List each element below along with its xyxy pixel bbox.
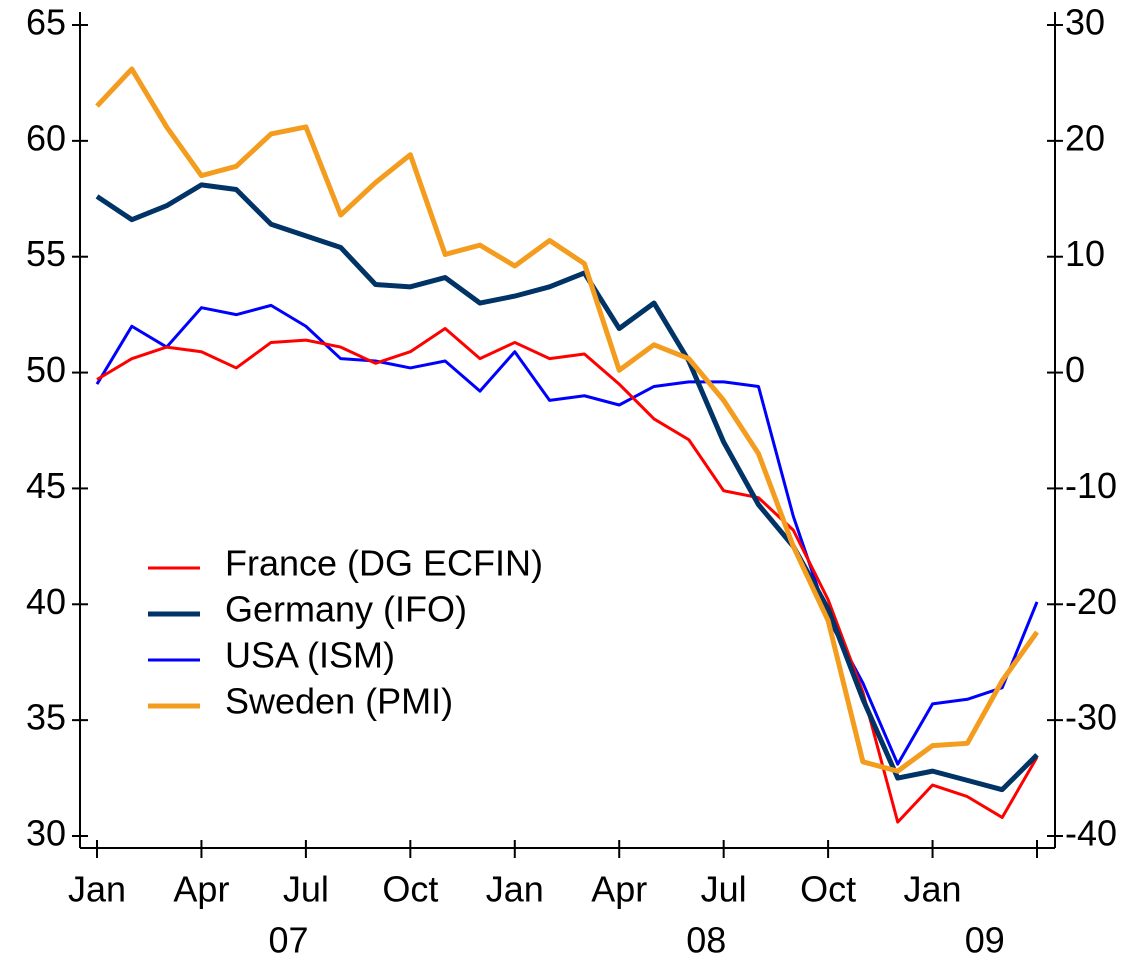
legend-label: Germany (IFO) <box>225 589 467 630</box>
x-tick-label: Oct <box>382 869 438 910</box>
y2-tick-label: -30 <box>1065 697 1117 738</box>
y2-tick-label: -10 <box>1065 465 1117 506</box>
y-tick-label: 60 <box>26 117 66 158</box>
legend-label: Sweden (PMI) <box>225 681 453 722</box>
y-tick-label: 40 <box>26 581 66 622</box>
year-label: 09 <box>965 920 1005 961</box>
x-tick-label: Jul <box>283 869 329 910</box>
y-tick-label: 45 <box>26 465 66 506</box>
series-line <box>95 182 1039 793</box>
legend-label: USA (ISM) <box>225 635 395 676</box>
y2-tick-label: -40 <box>1065 813 1117 854</box>
x-tick-label: Jan <box>904 869 962 910</box>
x-tick-label: Apr <box>173 869 229 910</box>
y2-tick-label: 30 <box>1065 2 1105 43</box>
series-line <box>95 66 1040 774</box>
y-tick-label: 35 <box>26 697 66 738</box>
x-tick-label: Jan <box>68 869 126 910</box>
series-line <box>96 327 1039 824</box>
x-tick-label: Jan <box>486 869 544 910</box>
y2-tick-label: 10 <box>1065 233 1105 274</box>
year-label: 08 <box>686 920 726 961</box>
y-tick-label: 30 <box>26 813 66 854</box>
y-tick-label: 50 <box>26 349 66 390</box>
series-line <box>95 303 1039 766</box>
y2-tick-label: -20 <box>1065 581 1117 622</box>
year-label: 07 <box>268 920 308 961</box>
y-tick-label: 55 <box>26 233 66 274</box>
x-tick-label: Oct <box>800 869 856 910</box>
y-tick-label: 65 <box>26 2 66 43</box>
x-tick-label: Jul <box>701 869 747 910</box>
legend-label: France (DG ECFIN) <box>225 543 543 584</box>
x-tick-label: Apr <box>591 869 647 910</box>
y2-tick-label: 20 <box>1065 117 1105 158</box>
y2-tick-label: 0 <box>1065 349 1085 390</box>
